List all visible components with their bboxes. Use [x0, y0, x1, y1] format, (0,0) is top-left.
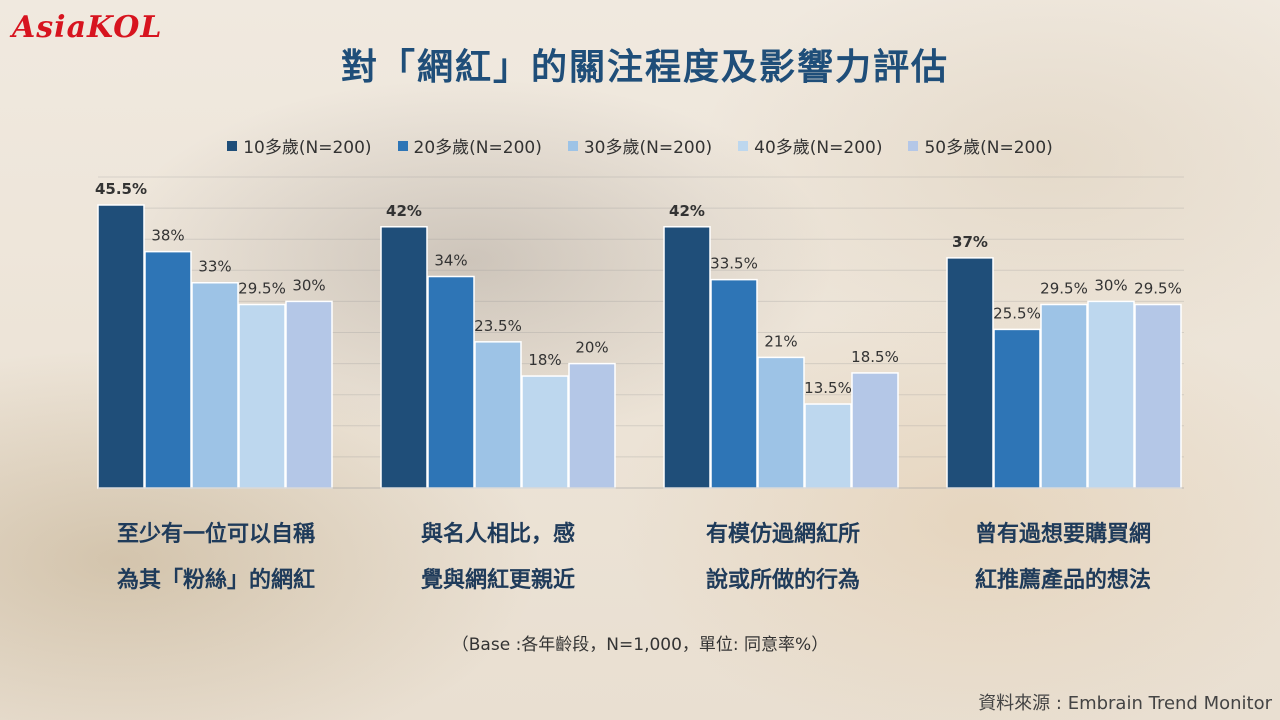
data-label-s1-c2: 33.5%	[710, 255, 758, 273]
bar-s1-c3	[993, 328, 1041, 489]
data-label-s1-c0: 38%	[151, 227, 184, 245]
bar-s4-c2	[851, 372, 899, 489]
category-label-2: 有模仿過網紅所 說或所做的行為	[705, 522, 860, 593]
legend-swatch-1	[397, 140, 408, 151]
bar-s2-c3	[1040, 303, 1088, 489]
bar-s4-c0	[285, 300, 333, 489]
bar-s3-c3	[1087, 300, 1135, 489]
asiakol-logo: AsiaKOL	[12, 10, 163, 45]
category-label-1: 與名人相比，感 覺與網紅更親近	[420, 522, 575, 593]
category-label-0: 至少有一位可以自稱 為其「粉絲」的網紅	[116, 522, 315, 593]
data-label-s3-c2: 13.5%	[804, 379, 852, 397]
data-label-s4-c3: 29.5%	[1134, 280, 1182, 298]
bar-s0-c3	[946, 257, 994, 489]
bar-s1-c2	[710, 278, 758, 489]
data-label-s0-c2: 42%	[669, 202, 705, 220]
data-label-s0-c0: 45.5%	[95, 180, 147, 198]
bar-s2-c0	[191, 281, 239, 489]
data-label-s3-c3: 30%	[1094, 276, 1127, 294]
legend-item-3: 40多歲(N=200)	[738, 133, 882, 158]
legend-swatch-3	[738, 140, 749, 151]
data-label-s4-c2: 18.5%	[851, 348, 899, 366]
bar-s3-c2	[804, 403, 852, 489]
bar-s0-c0	[97, 204, 145, 489]
bar-s2-c1	[474, 341, 522, 489]
legend-label-0: 10多歲(N=200)	[243, 138, 372, 158]
bar-s2-c2	[757, 356, 805, 489]
legend-item-1: 20多歲(N=200)	[397, 133, 542, 158]
legend-swatch-0	[227, 140, 238, 151]
page-title: 對「網紅」的關注程度及影響力評估	[340, 47, 949, 88]
data-label-s2-c0: 33%	[198, 258, 231, 276]
data-label-s0-c1: 42%	[386, 202, 422, 220]
data-label-s0-c3: 37%	[952, 233, 988, 251]
bar-s1-c0	[144, 250, 192, 489]
legend-label-1: 20多歲(N=200)	[413, 138, 542, 158]
legend-item-0: 10多歲(N=200)	[227, 133, 372, 158]
bar-s3-c1	[521, 375, 569, 489]
legend-swatch-4	[908, 140, 919, 151]
bar-s0-c2	[663, 226, 711, 489]
bar-s4-c1	[568, 362, 616, 489]
data-label-s2-c3: 29.5%	[1040, 280, 1088, 298]
legend-label-4: 50多歲(N=200)	[924, 138, 1053, 158]
source-note: 資料來源 : Embrain Trend Monitor	[978, 693, 1272, 714]
bar-s0-c1	[380, 226, 428, 489]
data-label-s4-c1: 20%	[575, 339, 608, 357]
legend-label-3: 40多歲(N=200)	[754, 138, 883, 158]
bar-s4-c3	[1134, 303, 1182, 489]
legend-item-2: 30多歲(N=200)	[567, 133, 713, 158]
data-label-s2-c2: 21%	[764, 332, 797, 350]
legend-swatch-2	[567, 140, 578, 151]
data-label-s3-c0: 29.5%	[238, 280, 286, 298]
data-label-s1-c3: 25.5%	[993, 304, 1041, 322]
legend-item-4: 50多歲(N=200)	[908, 133, 1053, 158]
data-label-s3-c1: 18%	[528, 351, 561, 369]
chart-legend: 10多歲(N=200) 20多歲(N=200) 30多歲(N=200) 40多歲…	[0, 133, 1280, 158]
bar-s1-c1	[427, 275, 475, 489]
category-label-3: 曾有過想要購買網 紅推薦產品的想法	[974, 522, 1151, 593]
data-label-s4-c0: 30%	[292, 276, 325, 294]
bar-s3-c0	[238, 303, 286, 489]
data-label-s1-c1: 34%	[434, 252, 467, 270]
data-label-s2-c1: 23.5%	[474, 317, 522, 335]
base-note: （Base :各年齡段，N=1,000，單位: 同意率%）	[451, 635, 829, 655]
legend-label-2: 30多歲(N=200)	[583, 138, 713, 158]
